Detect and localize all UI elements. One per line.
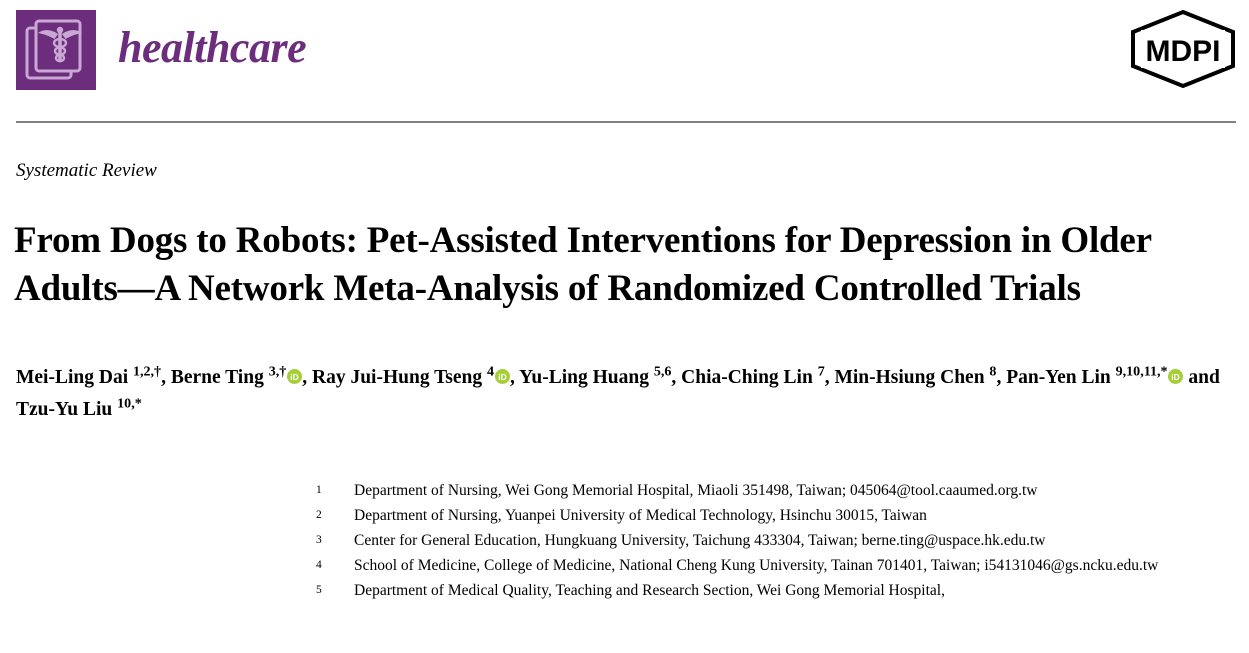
author-affiliation-marker: 9,10,11,* xyxy=(1115,363,1168,380)
article-type-label: Systematic Review xyxy=(16,160,157,181)
author-name: Chia-Ching Lin xyxy=(681,367,818,388)
affiliation-item: 1 Department of Nursing, Wei Gong Memoria… xyxy=(316,478,1246,503)
journal-title-wordmark: healthcare xyxy=(118,23,307,72)
author-affiliation-marker: 4 xyxy=(487,363,495,380)
author-separator: , xyxy=(671,367,682,388)
header-divider xyxy=(16,121,1236,123)
journal-branding[interactable]: healthcare xyxy=(16,10,307,90)
author-name: Ray Jui-Hung Tseng xyxy=(312,367,488,388)
affiliation-number: 5 xyxy=(316,584,322,596)
journal-book-caduceus-icon xyxy=(16,10,96,90)
orcid-icon[interactable]: iD xyxy=(1168,369,1184,384)
author-affiliation-marker: 8 xyxy=(989,363,997,380)
author-name: Min-Hsiung Chen xyxy=(834,367,990,388)
author-separator: and xyxy=(1183,367,1220,388)
svg-text:iD: iD xyxy=(291,372,299,382)
author-separator: , xyxy=(161,367,171,388)
author-separator: , xyxy=(996,367,1007,388)
affiliation-number: 1 xyxy=(316,484,322,496)
affiliation-number: 4 xyxy=(316,559,322,571)
author-separator: , xyxy=(302,367,312,388)
author-name: Mei-Ling Dai xyxy=(16,367,133,388)
author-affiliation-marker: 10,* xyxy=(117,395,142,412)
affiliation-text: Department of Nursing, Yuanpei Universit… xyxy=(354,507,927,524)
author-name: Tzu-Yu Liu xyxy=(16,399,118,420)
affiliation-item: 2 Department of Nursing, Yuanpei Universi… xyxy=(316,503,1246,528)
orcid-icon[interactable]: iD xyxy=(287,369,303,384)
affiliation-item: 5 Department of Medical Quality, Teaching… xyxy=(316,578,1246,603)
author-name: Pan-Yen Lin xyxy=(1006,367,1116,388)
svg-text:iD: iD xyxy=(498,372,506,382)
affiliation-text: School of Medicine, College of Medicine,… xyxy=(354,557,1159,574)
author-name: Berne Ting xyxy=(170,367,269,388)
affiliation-text: Department of Medical Quality, Teaching … xyxy=(354,582,945,599)
author-name: Yu-Ling Huang xyxy=(519,367,654,388)
mdpi-logo-text: MDPI xyxy=(1146,35,1221,68)
author-separator: , xyxy=(510,367,520,388)
page-title: From Dogs to Robots: Pet-Assisted Interv… xyxy=(14,219,1152,309)
author-list: Mei-Ling Dai 1,2,†, Berne Ting 3,† iD, Ra… xyxy=(16,362,1246,426)
journal-masthead: healthcare MDPI xyxy=(0,0,1249,122)
svg-text:iD: iD xyxy=(1172,372,1180,382)
affiliation-text: Department of Nursing, Wei Gong Memorial… xyxy=(354,482,1038,499)
author-separator: , xyxy=(824,367,835,388)
affiliation-number: 2 xyxy=(316,509,322,521)
author-affiliation-marker: 5,6 xyxy=(653,363,672,380)
mdpi-hexagon-logo[interactable]: MDPI xyxy=(1127,8,1239,90)
author-affiliation-marker: 1,2,† xyxy=(133,363,162,380)
affiliation-text: Center for General Education, Hungkuang … xyxy=(354,532,1046,549)
affiliation-item: 3 Center for General Education, Hungkuang… xyxy=(316,528,1246,553)
orcid-icon[interactable]: iD xyxy=(495,369,511,384)
affiliation-number: 3 xyxy=(316,534,322,546)
author-affiliation-marker: 3,† xyxy=(268,363,287,380)
author-affiliation-marker: 7 xyxy=(817,363,825,380)
affiliation-item: 4 School of Medicine, College of Medicine… xyxy=(316,553,1246,578)
affiliation-list: 1 Department of Nursing, Wei Gong Memoria… xyxy=(316,478,1246,603)
